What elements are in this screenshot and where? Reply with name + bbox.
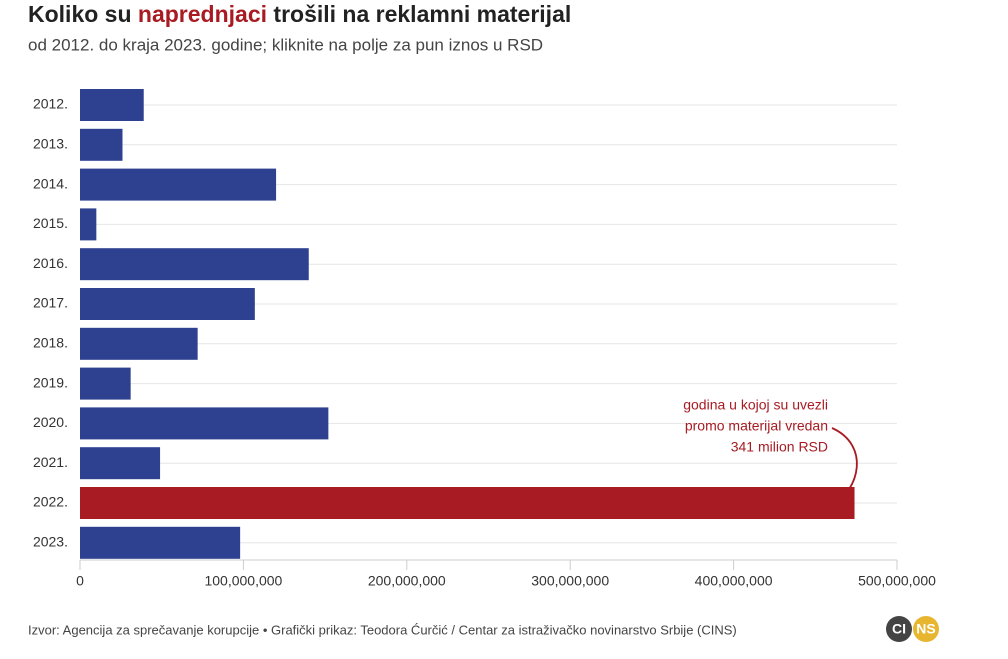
- x-tick-label: 400,000,000: [695, 573, 773, 589]
- arrow-head: [828, 495, 843, 507]
- bar: [80, 128, 123, 161]
- bar: [80, 288, 255, 320]
- y-tick-label: 2016.: [33, 255, 68, 271]
- y-tick-label: 2021.: [33, 454, 68, 470]
- bar: [80, 89, 144, 121]
- title-part: trošili na reklamni materijal: [273, 1, 571, 27]
- y-tick-label: 2017.: [33, 295, 68, 311]
- y-tick-label: 2015.: [33, 215, 68, 231]
- annotation: promo materijal vredan: [685, 418, 828, 434]
- title-highlight: naprednjaci: [138, 1, 267, 27]
- source: Izvor: Agencija za sprečavanje korupcije…: [28, 622, 737, 637]
- bar: [80, 327, 198, 360]
- bar: [80, 447, 161, 480]
- subtitle: od 2012. do kraja 2023. godine; kliknite…: [28, 35, 543, 54]
- bar: [80, 208, 97, 241]
- plot-area: 0 100,000,000 200,000,000 300,000,000 400,00…: [33, 89, 936, 589]
- y-tick-label: 2018.: [33, 335, 68, 351]
- bar: [80, 407, 329, 440]
- logo-text: CI: [892, 621, 906, 637]
- logo-text: NS: [916, 621, 935, 637]
- bar: [80, 168, 277, 201]
- logo-circle: [913, 616, 939, 642]
- y-tick-label: 2022.: [33, 494, 68, 510]
- x-tick-label: 0: [76, 573, 84, 589]
- annotation-arrow: [831, 427, 858, 506]
- x-tick-label: 300,000,000: [531, 573, 609, 589]
- x-tick-label: 500,000,000: [858, 573, 936, 589]
- bar: [80, 526, 241, 559]
- y-tick-label: 2020.: [33, 414, 68, 430]
- bar: [80, 367, 131, 400]
- annotation: 341 milion RSD: [731, 439, 828, 455]
- chart-title: Koliko su naprednjaci trošili na reklamn…: [28, 1, 571, 27]
- annotation: godina u kojoj su uvezli: [683, 397, 828, 413]
- bar: [80, 487, 855, 519]
- y-tick-label: 2013.: [33, 136, 68, 152]
- y-tick-label: 2019.: [33, 374, 68, 390]
- bar: [80, 248, 309, 281]
- y-tick-label: 2012.: [33, 96, 68, 112]
- x-tick-label: 200,000,000: [368, 573, 446, 589]
- logo-circle: [886, 616, 912, 642]
- y-tick-label: 2023.: [33, 534, 68, 550]
- y-tick-label: 2014.: [33, 175, 68, 191]
- x-tick-label: 100,000,000: [204, 573, 282, 589]
- title-part: Koliko su: [28, 1, 132, 27]
